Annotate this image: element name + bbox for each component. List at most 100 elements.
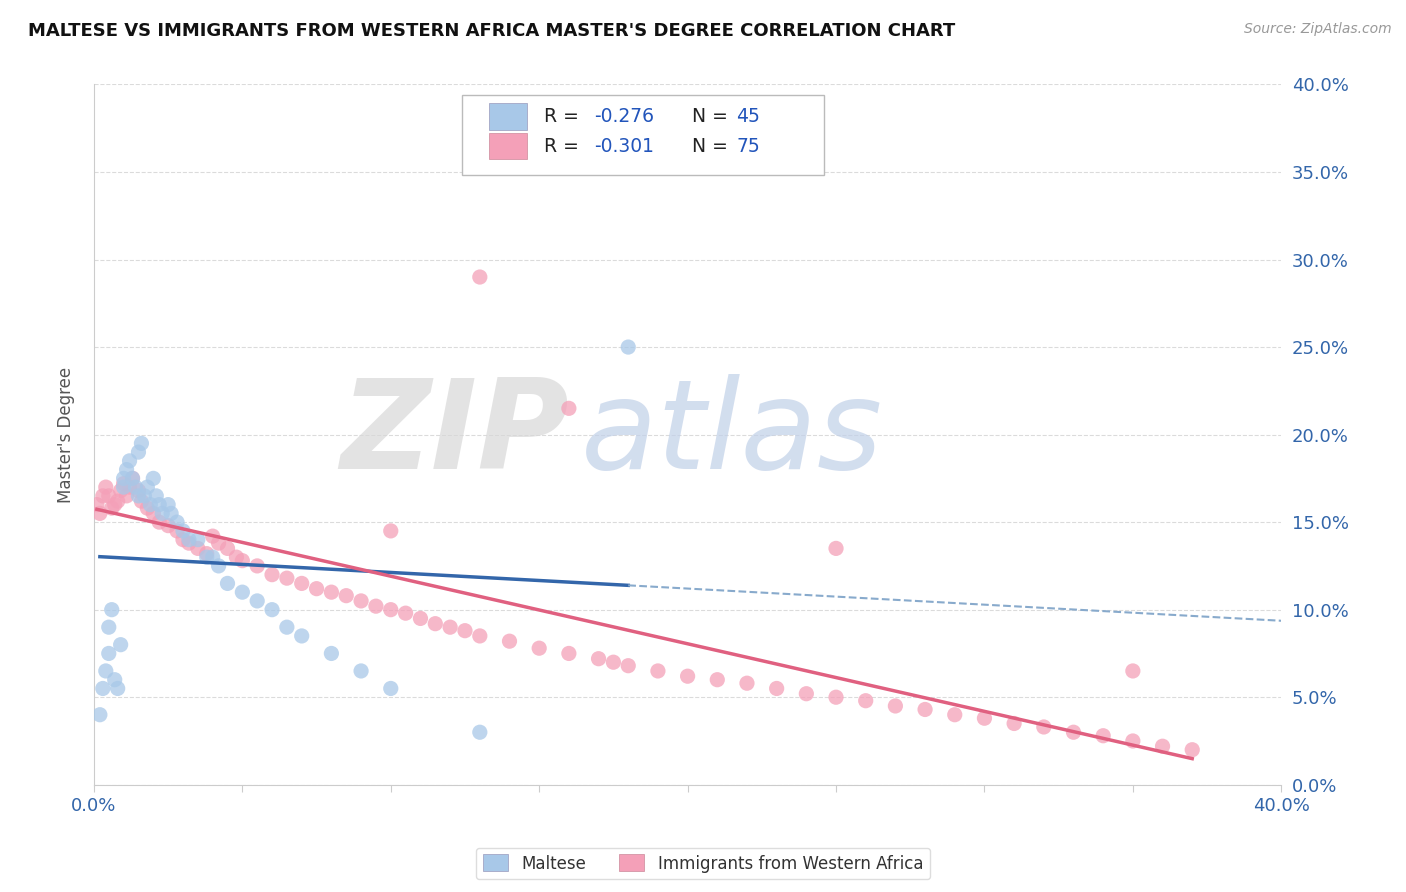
Point <box>124 480 146 494</box>
Point <box>825 690 848 705</box>
Point <box>107 681 129 696</box>
Point <box>157 498 180 512</box>
Point <box>914 702 936 716</box>
Point <box>305 582 328 596</box>
Point <box>100 501 122 516</box>
Text: -0.301: -0.301 <box>593 136 654 155</box>
Point <box>118 454 141 468</box>
Point <box>735 676 758 690</box>
Point <box>321 585 343 599</box>
Point <box>91 681 114 696</box>
Point <box>172 524 194 538</box>
Point <box>160 507 183 521</box>
Point <box>825 541 848 556</box>
Point <box>588 651 610 665</box>
Point <box>225 550 247 565</box>
Point <box>97 647 120 661</box>
Point <box>425 616 447 631</box>
Point <box>260 602 283 616</box>
Point <box>350 594 373 608</box>
Point <box>207 558 229 573</box>
Point <box>1122 734 1144 748</box>
Text: N =: N = <box>681 136 734 155</box>
Point <box>468 629 491 643</box>
Text: Source: ZipAtlas.com: Source: ZipAtlas.com <box>1244 22 1392 37</box>
Point <box>380 681 402 696</box>
Point <box>97 620 120 634</box>
Point <box>527 641 550 656</box>
Point <box>246 558 269 573</box>
Bar <box>489 133 527 160</box>
Point <box>676 669 699 683</box>
Point <box>97 489 120 503</box>
Point <box>136 501 159 516</box>
Text: 45: 45 <box>737 107 761 126</box>
Point <box>468 725 491 739</box>
Point <box>142 507 165 521</box>
Point <box>1002 716 1025 731</box>
Point <box>131 494 153 508</box>
Point <box>321 647 343 661</box>
Point <box>131 436 153 450</box>
Point <box>335 589 357 603</box>
Point <box>86 498 108 512</box>
Point <box>187 533 209 547</box>
Point <box>110 483 132 498</box>
Point <box>172 533 194 547</box>
Point <box>558 647 581 661</box>
Point <box>177 533 200 547</box>
Point <box>104 673 127 687</box>
Point <box>148 498 170 512</box>
Point <box>394 606 416 620</box>
Point <box>231 554 253 568</box>
Point <box>439 620 461 634</box>
Point <box>409 611 432 625</box>
Text: MALTESE VS IMMIGRANTS FROM WESTERN AFRICA MASTER'S DEGREE CORRELATION CHART: MALTESE VS IMMIGRANTS FROM WESTERN AFRIC… <box>28 22 955 40</box>
Point <box>1181 743 1204 757</box>
FancyBboxPatch shape <box>463 95 824 176</box>
Point <box>943 707 966 722</box>
Point <box>150 507 173 521</box>
Point <box>145 489 167 503</box>
Text: ZIP: ZIP <box>340 374 569 495</box>
Point <box>201 550 224 565</box>
Text: -0.276: -0.276 <box>593 107 654 126</box>
Text: atlas: atlas <box>581 374 883 495</box>
Point <box>157 518 180 533</box>
Point <box>794 687 817 701</box>
Point <box>127 489 149 503</box>
Point <box>454 624 477 638</box>
Point <box>115 462 138 476</box>
Point <box>118 480 141 494</box>
Point <box>94 480 117 494</box>
Text: 75: 75 <box>737 136 761 155</box>
Point <box>1063 725 1085 739</box>
Point <box>217 541 239 556</box>
Point <box>195 550 218 565</box>
Point <box>1152 739 1174 754</box>
Point <box>380 602 402 616</box>
Point <box>1032 720 1054 734</box>
Point <box>217 576 239 591</box>
Text: N =: N = <box>681 107 734 126</box>
Point <box>602 655 624 669</box>
Point <box>89 507 111 521</box>
Point <box>201 529 224 543</box>
Point <box>166 515 188 529</box>
Point <box>765 681 787 696</box>
Point <box>706 673 728 687</box>
Point <box>246 594 269 608</box>
Point <box>112 480 135 494</box>
Point <box>127 483 149 498</box>
Y-axis label: Master's Degree: Master's Degree <box>58 367 75 503</box>
Point <box>291 576 314 591</box>
Point <box>89 707 111 722</box>
Point <box>855 694 877 708</box>
Point <box>350 664 373 678</box>
Text: R =: R = <box>544 136 585 155</box>
Point <box>100 602 122 616</box>
Point <box>231 585 253 599</box>
Point <box>91 489 114 503</box>
Point <box>617 340 640 354</box>
Point <box>104 498 127 512</box>
